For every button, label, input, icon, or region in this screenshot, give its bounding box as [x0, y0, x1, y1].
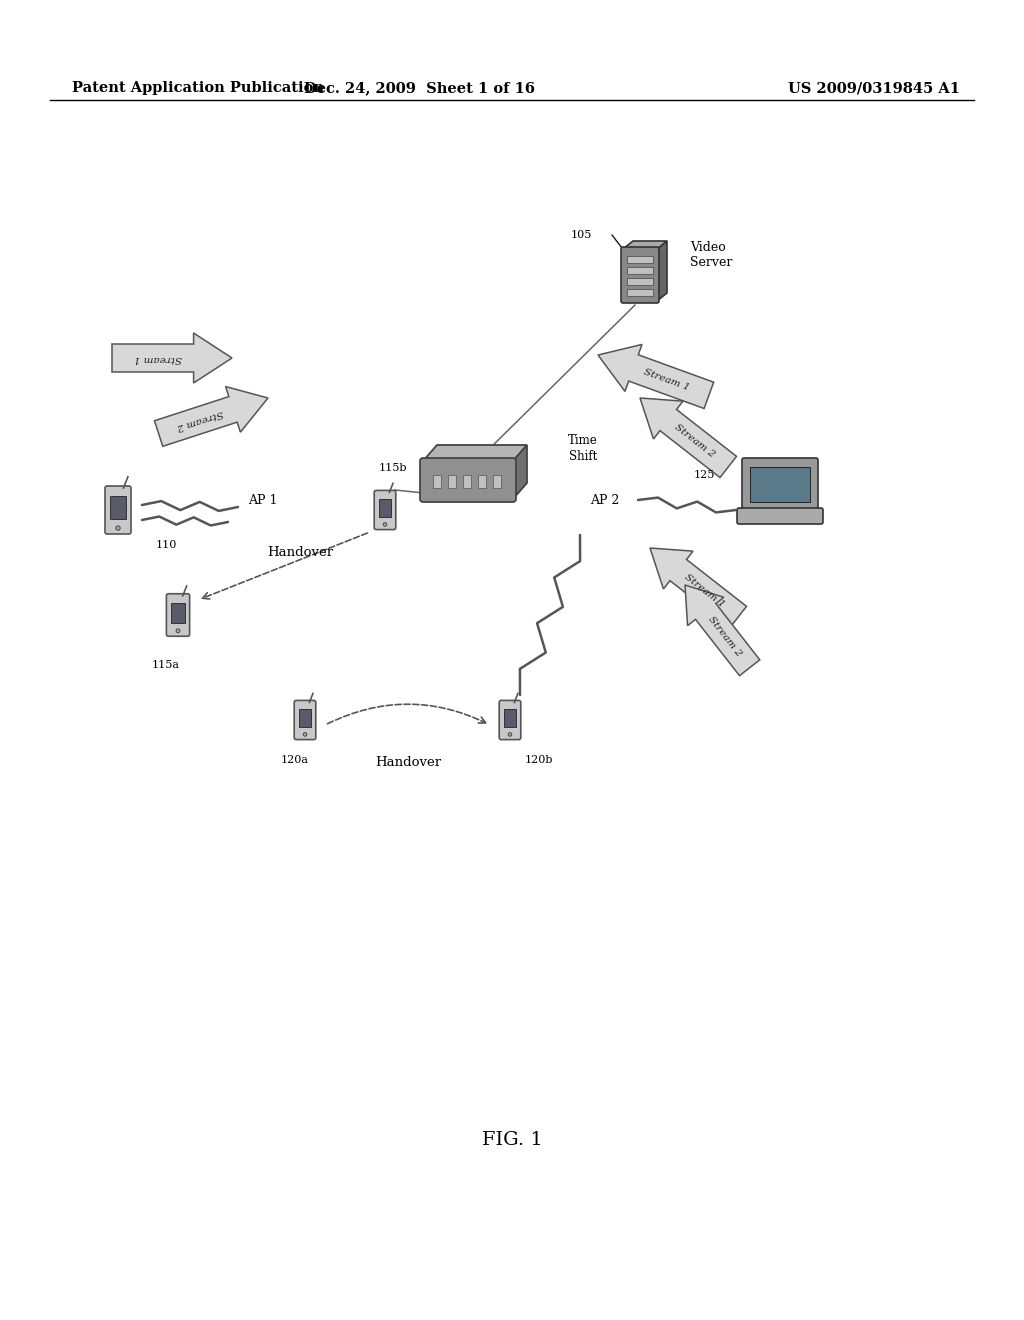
Bar [478, 475, 486, 488]
Text: 120b: 120b [525, 755, 554, 766]
FancyBboxPatch shape [742, 458, 818, 510]
Text: Stream 2: Stream 2 [176, 408, 224, 432]
Text: 125: 125 [693, 470, 715, 480]
Bar [627, 279, 653, 285]
Circle shape [508, 733, 512, 737]
Text: Handover: Handover [375, 755, 441, 768]
Bar [171, 603, 185, 623]
Text: Dec. 24, 2009  Sheet 1 of 16: Dec. 24, 2009 Sheet 1 of 16 [304, 81, 536, 95]
Text: 110: 110 [156, 540, 177, 550]
Polygon shape [685, 585, 760, 676]
Bar [493, 475, 501, 488]
FancyBboxPatch shape [294, 701, 315, 739]
Polygon shape [650, 548, 746, 627]
Circle shape [383, 523, 387, 527]
FancyArrowPatch shape [203, 533, 368, 599]
Text: FIG. 1: FIG. 1 [481, 1131, 543, 1148]
FancyBboxPatch shape [737, 508, 823, 524]
Text: Stream 2: Stream 2 [707, 615, 743, 659]
Bar [299, 709, 311, 727]
Text: Handover: Handover [267, 545, 333, 558]
Bar [111, 496, 126, 519]
FancyBboxPatch shape [166, 594, 189, 636]
Text: Video
Server: Video Server [690, 242, 732, 269]
Text: Time
Shift: Time Shift [568, 433, 598, 462]
Bar [627, 256, 653, 263]
Text: AP 1: AP 1 [248, 494, 278, 507]
Circle shape [116, 525, 120, 531]
Text: Patent Application Publication: Patent Application Publication [72, 81, 324, 95]
FancyBboxPatch shape [105, 486, 131, 535]
Circle shape [303, 733, 307, 737]
Circle shape [176, 628, 180, 632]
Polygon shape [423, 445, 527, 461]
Polygon shape [623, 242, 667, 249]
Bar [433, 475, 441, 488]
Bar [504, 709, 516, 727]
FancyBboxPatch shape [374, 491, 396, 529]
Text: Stream 1: Stream 1 [133, 354, 181, 363]
Text: Stream 1: Stream 1 [642, 367, 691, 392]
Text: AP 2: AP 2 [590, 494, 620, 507]
Polygon shape [513, 445, 527, 499]
Bar [750, 467, 810, 502]
Text: 115b: 115b [379, 463, 408, 473]
FancyBboxPatch shape [420, 458, 516, 502]
Polygon shape [657, 242, 667, 301]
Polygon shape [155, 387, 268, 446]
Text: Stream 1: Stream 1 [683, 573, 726, 609]
Polygon shape [112, 333, 232, 383]
Text: 115a: 115a [152, 660, 180, 671]
Text: Stream 2: Stream 2 [673, 422, 717, 459]
FancyBboxPatch shape [500, 701, 521, 739]
Polygon shape [598, 345, 714, 408]
Polygon shape [640, 399, 736, 478]
Bar [627, 289, 653, 296]
Text: 105: 105 [570, 230, 592, 240]
Bar [449, 475, 456, 488]
Bar [627, 267, 653, 275]
Text: US 2009/0319845 A1: US 2009/0319845 A1 [788, 81, 961, 95]
Bar [463, 475, 471, 488]
Text: 120a: 120a [281, 755, 309, 766]
FancyBboxPatch shape [621, 247, 659, 304]
FancyArrowPatch shape [328, 704, 485, 723]
Bar [379, 499, 391, 517]
